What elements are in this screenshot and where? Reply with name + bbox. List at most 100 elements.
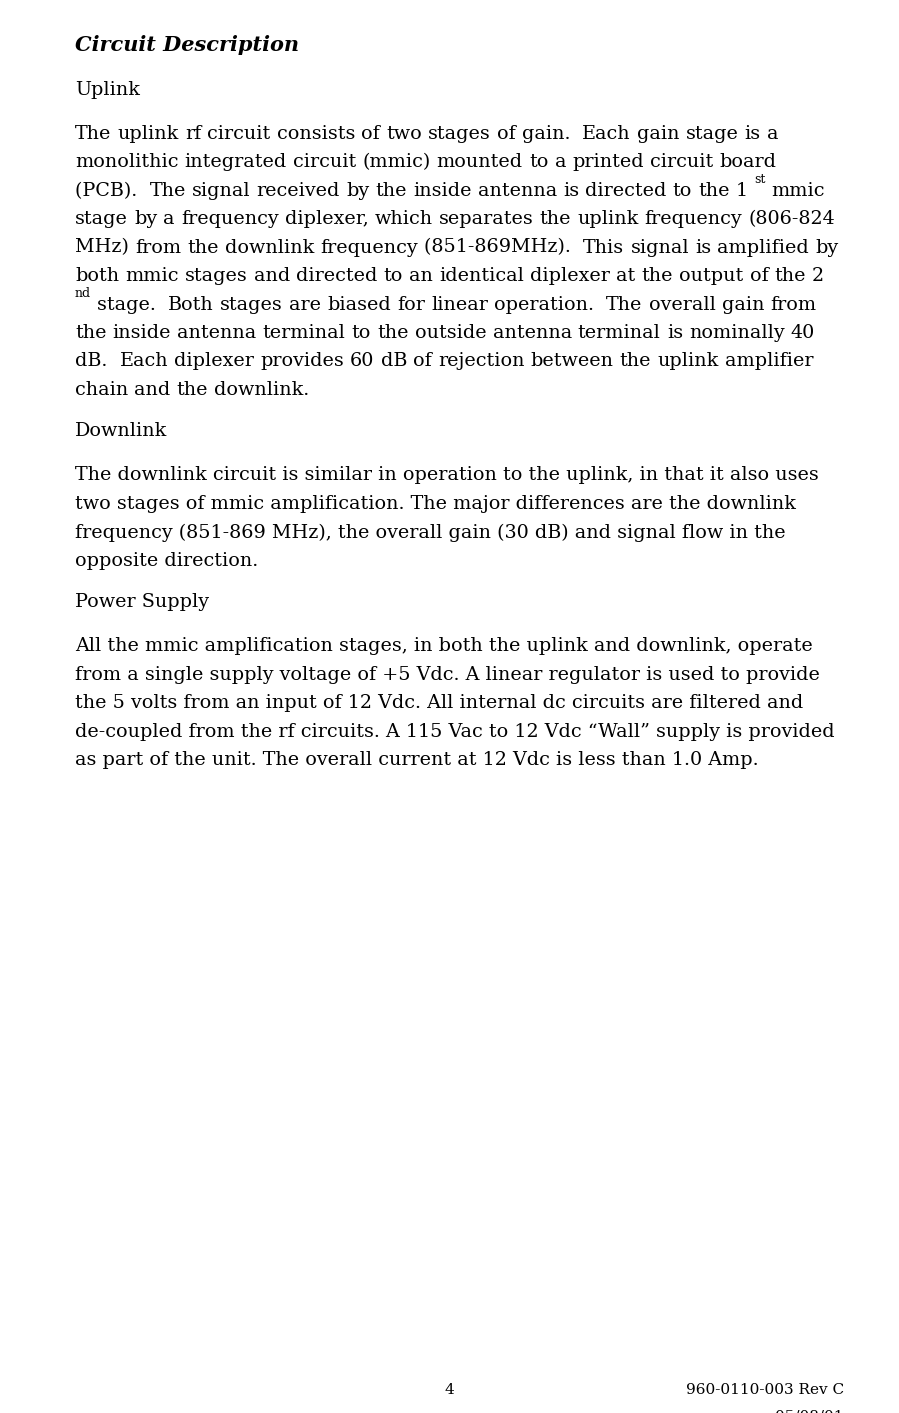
Text: rf: rf bbox=[185, 124, 201, 143]
Text: stages: stages bbox=[220, 295, 283, 314]
Text: dB: dB bbox=[381, 352, 407, 370]
Text: antenna: antenna bbox=[493, 324, 572, 342]
Text: by: by bbox=[134, 211, 157, 227]
Text: The: The bbox=[149, 182, 186, 199]
Text: overall: overall bbox=[649, 295, 716, 314]
Text: mmic: mmic bbox=[771, 182, 825, 199]
Text: a: a bbox=[555, 153, 566, 171]
Text: 1: 1 bbox=[736, 182, 748, 199]
Text: from: from bbox=[135, 239, 181, 257]
Text: amplifier: amplifier bbox=[725, 352, 814, 370]
Text: the: the bbox=[539, 211, 571, 227]
Text: is: is bbox=[667, 324, 683, 342]
Text: frequency: frequency bbox=[181, 211, 279, 227]
Text: separates: separates bbox=[439, 211, 533, 227]
Text: The downlink circuit is similar in operation to the uplink, in that it also uses: The downlink circuit is similar in opera… bbox=[75, 466, 819, 485]
Text: terminal: terminal bbox=[263, 324, 345, 342]
Text: of: of bbox=[497, 124, 515, 143]
Text: (806-824: (806-824 bbox=[748, 211, 835, 227]
Text: two: two bbox=[386, 124, 422, 143]
Text: frequency: frequency bbox=[320, 239, 418, 257]
Text: to: to bbox=[384, 267, 403, 285]
Text: Each: Each bbox=[120, 352, 168, 370]
Text: mounted: mounted bbox=[437, 153, 523, 171]
Text: circuit: circuit bbox=[650, 153, 713, 171]
Text: uplink: uplink bbox=[657, 352, 718, 370]
Text: Each: Each bbox=[583, 124, 631, 143]
Text: chain: chain bbox=[75, 382, 129, 398]
Text: consists: consists bbox=[277, 124, 355, 143]
Text: de-coupled from the rf circuits. A 115 Vac to 12 Vdc “Wall” supply is provided: de-coupled from the rf circuits. A 115 V… bbox=[75, 722, 834, 740]
Text: operation.: operation. bbox=[494, 295, 601, 314]
Text: gain: gain bbox=[722, 295, 764, 314]
Text: (mmic): (mmic) bbox=[362, 153, 431, 171]
Text: Downlink: Downlink bbox=[75, 422, 167, 441]
Text: directed: directed bbox=[585, 182, 667, 199]
Text: are: are bbox=[289, 295, 321, 314]
Text: and: and bbox=[254, 267, 290, 285]
Text: 60: 60 bbox=[351, 352, 375, 370]
Text: dB.: dB. bbox=[75, 352, 113, 370]
Text: integrated: integrated bbox=[184, 153, 287, 171]
Text: output: output bbox=[679, 267, 743, 285]
Text: for: for bbox=[397, 295, 425, 314]
Text: the: the bbox=[377, 324, 409, 342]
Text: 05/08/01: 05/08/01 bbox=[776, 1410, 844, 1413]
Text: an: an bbox=[409, 267, 433, 285]
Text: downlink.: downlink. bbox=[214, 382, 309, 398]
Text: opposite direction.: opposite direction. bbox=[75, 551, 258, 569]
Text: frequency (851-869 MHz), the overall gain (30 dB) and signal flow in the: frequency (851-869 MHz), the overall gai… bbox=[75, 523, 786, 541]
Text: 960-0110-003 Rev C: 960-0110-003 Rev C bbox=[686, 1383, 844, 1396]
Text: MHz): MHz) bbox=[75, 239, 129, 257]
Text: directed: directed bbox=[296, 267, 378, 285]
Text: from a single supply voltage of +5 Vdc. A linear regulator is used to provide: from a single supply voltage of +5 Vdc. … bbox=[75, 666, 820, 684]
Text: the: the bbox=[376, 182, 407, 199]
Text: of: of bbox=[361, 124, 380, 143]
Text: stage: stage bbox=[686, 124, 739, 143]
Text: inside: inside bbox=[414, 182, 472, 199]
Text: between: between bbox=[530, 352, 614, 370]
Text: (851-869MHz).: (851-869MHz). bbox=[424, 239, 577, 257]
Text: circuit: circuit bbox=[293, 153, 356, 171]
Text: the: the bbox=[774, 267, 806, 285]
Text: Uplink: Uplink bbox=[75, 81, 140, 99]
Text: (PCB).: (PCB). bbox=[75, 182, 143, 199]
Text: of: of bbox=[750, 267, 769, 285]
Text: All the mmic amplification stages, in both the uplink and downlink, operate: All the mmic amplification stages, in bo… bbox=[75, 637, 813, 656]
Text: the 5 volts from an input of 12 Vdc. All internal dc circuits are filtered and: the 5 volts from an input of 12 Vdc. All… bbox=[75, 694, 803, 712]
Text: is: is bbox=[695, 239, 711, 257]
Text: from: from bbox=[770, 295, 816, 314]
Text: Power Supply: Power Supply bbox=[75, 593, 209, 610]
Text: a: a bbox=[164, 211, 174, 227]
Text: amplified: amplified bbox=[717, 239, 809, 257]
Text: identical: identical bbox=[439, 267, 524, 285]
Text: linear: linear bbox=[432, 295, 488, 314]
Text: antenna: antenna bbox=[477, 182, 557, 199]
Text: is: is bbox=[744, 124, 761, 143]
Text: the: the bbox=[177, 382, 209, 398]
Text: gain.: gain. bbox=[521, 124, 576, 143]
Text: the: the bbox=[187, 239, 218, 257]
Text: board: board bbox=[719, 153, 776, 171]
Text: the: the bbox=[75, 324, 106, 342]
Text: nd: nd bbox=[75, 287, 91, 300]
Text: 40: 40 bbox=[791, 324, 815, 342]
Text: diplexer: diplexer bbox=[174, 352, 254, 370]
Text: gain: gain bbox=[637, 124, 680, 143]
Text: The: The bbox=[75, 124, 111, 143]
Text: st: st bbox=[754, 172, 766, 187]
Text: diplexer,: diplexer, bbox=[285, 211, 369, 227]
Text: and: and bbox=[134, 382, 171, 398]
Text: frequency: frequency bbox=[645, 211, 743, 227]
Text: The: The bbox=[606, 295, 643, 314]
Text: by: by bbox=[346, 182, 369, 199]
Text: received: received bbox=[257, 182, 340, 199]
Text: mmic: mmic bbox=[125, 267, 179, 285]
Text: is: is bbox=[563, 182, 579, 199]
Text: rejection: rejection bbox=[438, 352, 525, 370]
Text: by: by bbox=[815, 239, 839, 257]
Text: as part of the unit. The overall current at 12 Vdc is less than 1.0 Amp.: as part of the unit. The overall current… bbox=[75, 752, 759, 769]
Text: to: to bbox=[352, 324, 371, 342]
Text: stages: stages bbox=[428, 124, 491, 143]
Text: both: both bbox=[75, 267, 120, 285]
